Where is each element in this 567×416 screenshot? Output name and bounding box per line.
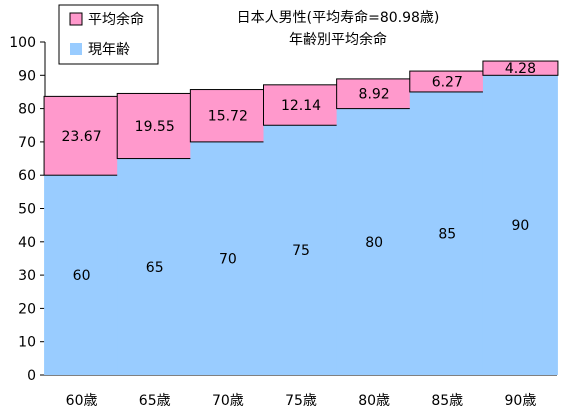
bar-segment-remaining-life	[189, 89, 266, 143]
chart-labels: 60 23.67 65 19.55 70 15.72 75 12.14 80 8.92 85 6.27…	[62, 61, 536, 284]
bar-segment-current-age	[482, 75, 558, 376]
bar-segment-remaining-life	[43, 95, 120, 176]
x-tick-label: 60歳	[66, 393, 98, 409]
chart-title-group: 日本人男性(平均寿命=80.98歳) 年齢別平均余命	[237, 9, 440, 48]
y-tick-label: 70	[18, 135, 36, 151]
legend-swatch-current-age	[70, 43, 82, 55]
y-tick-label: 20	[18, 301, 36, 317]
y-tick-label: 40	[18, 235, 36, 251]
data-label-remaining-life: 6.27	[432, 75, 463, 91]
y-tick-label: 30	[18, 268, 36, 284]
bar-segment-current-age	[190, 141, 266, 375]
data-label-remaining-life: 8.92	[359, 87, 390, 103]
data-label-current-age: 60	[73, 268, 91, 284]
data-label-remaining-life: 19.55	[135, 119, 175, 135]
data-label-remaining-life: 12.14	[281, 98, 321, 114]
bar-segment-remaining-life	[336, 78, 413, 110]
bar-segment-current-age	[336, 108, 412, 375]
x-tick-label: 80歳	[358, 393, 390, 409]
x-tick-label: 75歳	[285, 393, 317, 409]
y-tick-label: 90	[18, 68, 36, 84]
data-label-remaining-life: 15.72	[208, 109, 248, 125]
chart-subtitle: 年齢別平均余命	[289, 31, 387, 48]
data-label-current-age: 85	[438, 226, 456, 242]
y-tick-label: 0	[27, 368, 36, 384]
bar-segment-current-age	[263, 125, 339, 375]
data-label-current-age: 75	[292, 243, 310, 259]
bar-segment-current-age	[409, 91, 485, 375]
bar-segment-remaining-life	[116, 92, 193, 160]
data-label-current-age: 90	[512, 218, 530, 234]
chart-bars	[43, 60, 559, 376]
bar-segment-remaining-life	[482, 60, 559, 76]
x-tick-label: 90歳	[505, 393, 537, 409]
bar-segment-current-age	[44, 175, 120, 375]
legend-label-remaining-life: 平均余命	[88, 11, 144, 28]
x-tick-label: 65歳	[139, 393, 171, 409]
data-label-current-age: 65	[146, 260, 164, 276]
y-tick-label: 100	[9, 35, 36, 51]
data-label-current-age: 80	[365, 235, 383, 251]
x-tick-label: 70歳	[212, 393, 244, 409]
y-tick-label: 60	[18, 168, 36, 184]
y-tick-label: 80	[18, 102, 36, 118]
y-tick-label: 50	[18, 202, 36, 218]
chart-axes: 0 10 20 30 40 50 60 70 80 90 100 60歳 65歳 70歳 75歳 80歳 85歳…	[9, 35, 557, 409]
data-label-remaining-life: 4.28	[505, 61, 536, 77]
chart-legend: 平均余命 現年齢	[58, 4, 159, 65]
y-tick-label: 10	[18, 335, 36, 351]
legend-swatch-remaining-life	[69, 12, 83, 26]
chart-title: 日本人男性(平均寿命=80.98歳)	[237, 9, 440, 26]
x-tick-label: 85歳	[431, 393, 463, 409]
legend-label-current-age: 現年齢	[88, 42, 130, 58]
bar-segment-current-age	[117, 158, 193, 375]
data-label-remaining-life: 23.67	[62, 129, 102, 145]
data-label-current-age: 70	[219, 251, 237, 267]
